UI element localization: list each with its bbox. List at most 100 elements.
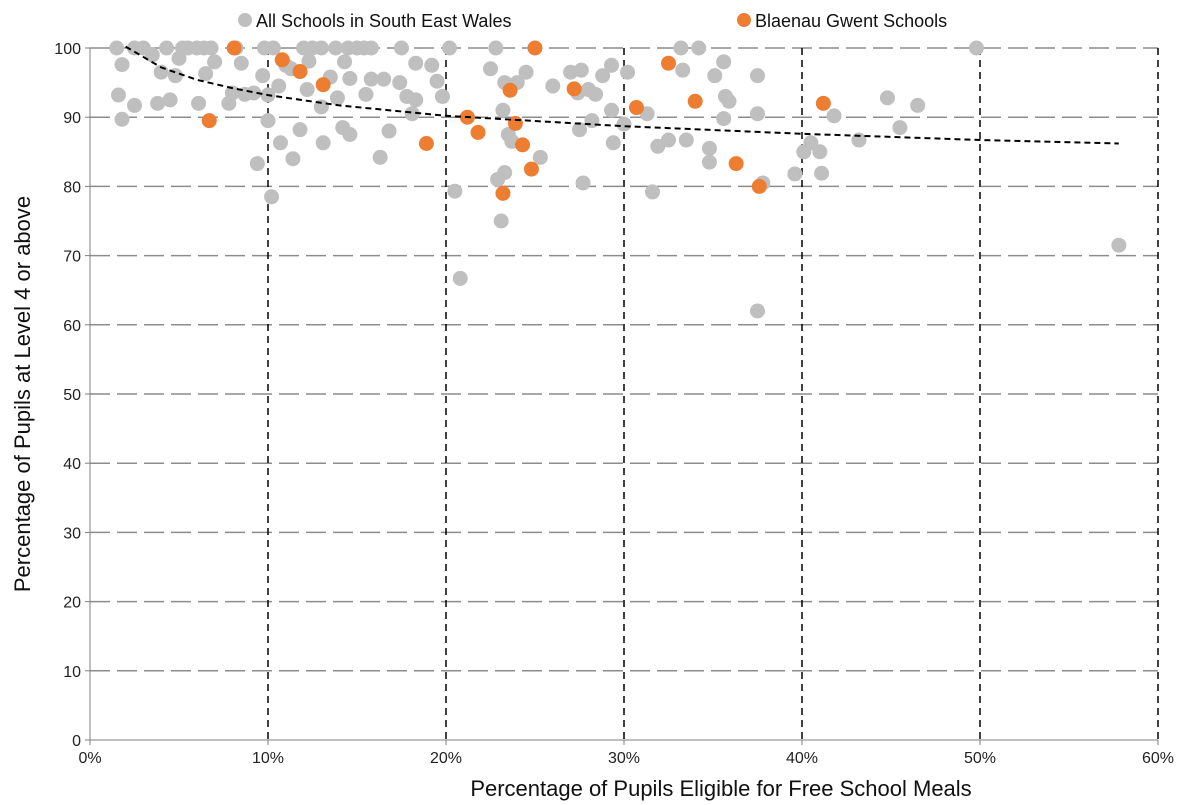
point-all-schools <box>144 47 160 63</box>
x-axis-title: Percentage of Pupils Eligible for Free S… <box>470 776 971 801</box>
point-all-schools <box>572 122 587 138</box>
point-blaenau-gwent <box>315 77 331 93</box>
point-all-schools <box>675 62 691 78</box>
point-blaenau-gwent <box>274 52 290 68</box>
point-all-schools <box>497 165 513 181</box>
point-all-schools <box>701 140 717 156</box>
point-all-schools <box>285 151 301 167</box>
point-all-schools <box>812 144 828 160</box>
y-tick-label: 30 <box>63 525 81 542</box>
point-all-schools <box>265 40 281 56</box>
point-all-schools <box>716 54 732 70</box>
y-tick-label: 20 <box>63 595 81 612</box>
point-blaenau-gwent <box>815 95 831 111</box>
point-all-schools <box>109 40 125 56</box>
point-blaenau-gwent <box>527 40 543 56</box>
point-all-schools <box>650 138 666 154</box>
point-blaenau-gwent <box>523 161 539 177</box>
y-tick-label: 70 <box>63 249 81 266</box>
point-all-schools <box>826 108 842 124</box>
point-all-schools <box>394 40 409 56</box>
x-tick-label: 10% <box>252 750 284 767</box>
point-blaenau-gwent <box>226 40 242 56</box>
legend: All Schools in South East Wales Blaenau … <box>238 11 947 31</box>
point-blaenau-gwent <box>628 100 644 116</box>
point-all-schools <box>644 184 660 200</box>
y-tick-label: 10 <box>63 664 81 681</box>
point-all-schools <box>796 144 812 160</box>
point-all-schools <box>620 64 636 80</box>
point-blaenau-gwent <box>566 81 582 97</box>
point-all-schools <box>605 135 621 151</box>
point-all-schools <box>264 189 280 205</box>
point-all-schools <box>301 53 317 69</box>
point-all-schools <box>249 156 265 172</box>
x-tick-label: 30% <box>608 750 640 767</box>
y-tick-label: 90 <box>63 110 81 127</box>
point-all-schools <box>691 40 707 56</box>
point-all-schools <box>879 90 895 106</box>
point-all-schools <box>750 106 765 122</box>
point-all-schools <box>203 40 219 56</box>
point-all-schools <box>493 213 509 229</box>
point-blaenau-gwent <box>292 64 308 80</box>
point-all-schools <box>127 97 142 113</box>
point-all-schools <box>260 113 276 129</box>
point-all-schools <box>207 54 223 70</box>
y-tick-label: 60 <box>63 318 81 335</box>
point-all-schools <box>434 88 450 104</box>
point-all-schools <box>159 40 175 56</box>
point-all-schools <box>162 92 178 108</box>
x-tick-labels: 0% 10% 20% 30% 40% 50% 60% <box>78 740 1174 767</box>
point-blaenau-gwent <box>418 135 434 151</box>
point-all-schools <box>315 135 331 151</box>
point-all-schools <box>150 95 166 111</box>
point-all-schools <box>376 71 392 87</box>
legend-marker-all-schools <box>238 13 252 27</box>
data-points <box>109 40 1127 319</box>
point-all-schools <box>342 70 358 86</box>
point-all-schools <box>272 135 288 151</box>
point-all-schools <box>575 175 591 191</box>
point-all-schools <box>198 66 214 82</box>
point-all-schools <box>518 64 534 80</box>
trendline <box>125 45 1119 145</box>
point-all-schools <box>329 90 345 106</box>
y-tick-label: 100 <box>54 41 81 58</box>
point-all-schools <box>408 55 424 71</box>
point-all-schools <box>707 68 723 84</box>
point-all-schools <box>750 68 765 84</box>
point-all-schools <box>584 113 600 129</box>
point-all-schools <box>673 40 689 56</box>
point-blaenau-gwent <box>687 93 703 109</box>
point-blaenau-gwent <box>751 178 767 194</box>
point-blaenau-gwent <box>502 82 518 98</box>
point-all-schools <box>363 71 379 87</box>
point-blaenau-gwent <box>728 156 744 172</box>
point-blaenau-gwent <box>495 185 511 201</box>
point-all-schools <box>381 123 397 139</box>
point-all-schools <box>424 57 440 73</box>
legend-label-all-schools: All Schools in South East Wales <box>256 11 511 31</box>
point-all-schools <box>358 86 374 102</box>
point-blaenau-gwent <box>507 115 523 131</box>
point-all-schools <box>408 92 424 108</box>
point-all-schools <box>595 68 611 84</box>
point-all-schools <box>313 40 329 56</box>
point-all-schools <box>363 40 379 56</box>
point-all-schools <box>299 82 315 98</box>
point-all-schools <box>429 73 445 89</box>
point-all-schools <box>721 93 737 109</box>
point-all-schools <box>114 111 130 127</box>
x-tick-label: 40% <box>786 750 818 767</box>
point-all-schools <box>447 183 463 199</box>
point-blaenau-gwent <box>515 137 531 153</box>
point-all-schools <box>716 111 732 127</box>
y-tick-label: 50 <box>63 387 81 404</box>
y-tick-label: 80 <box>63 179 81 196</box>
point-all-schools <box>488 40 504 56</box>
point-all-schools <box>814 165 830 181</box>
point-all-schools <box>483 61 498 77</box>
x-tick-label: 20% <box>430 750 462 767</box>
point-all-schools <box>191 95 207 111</box>
